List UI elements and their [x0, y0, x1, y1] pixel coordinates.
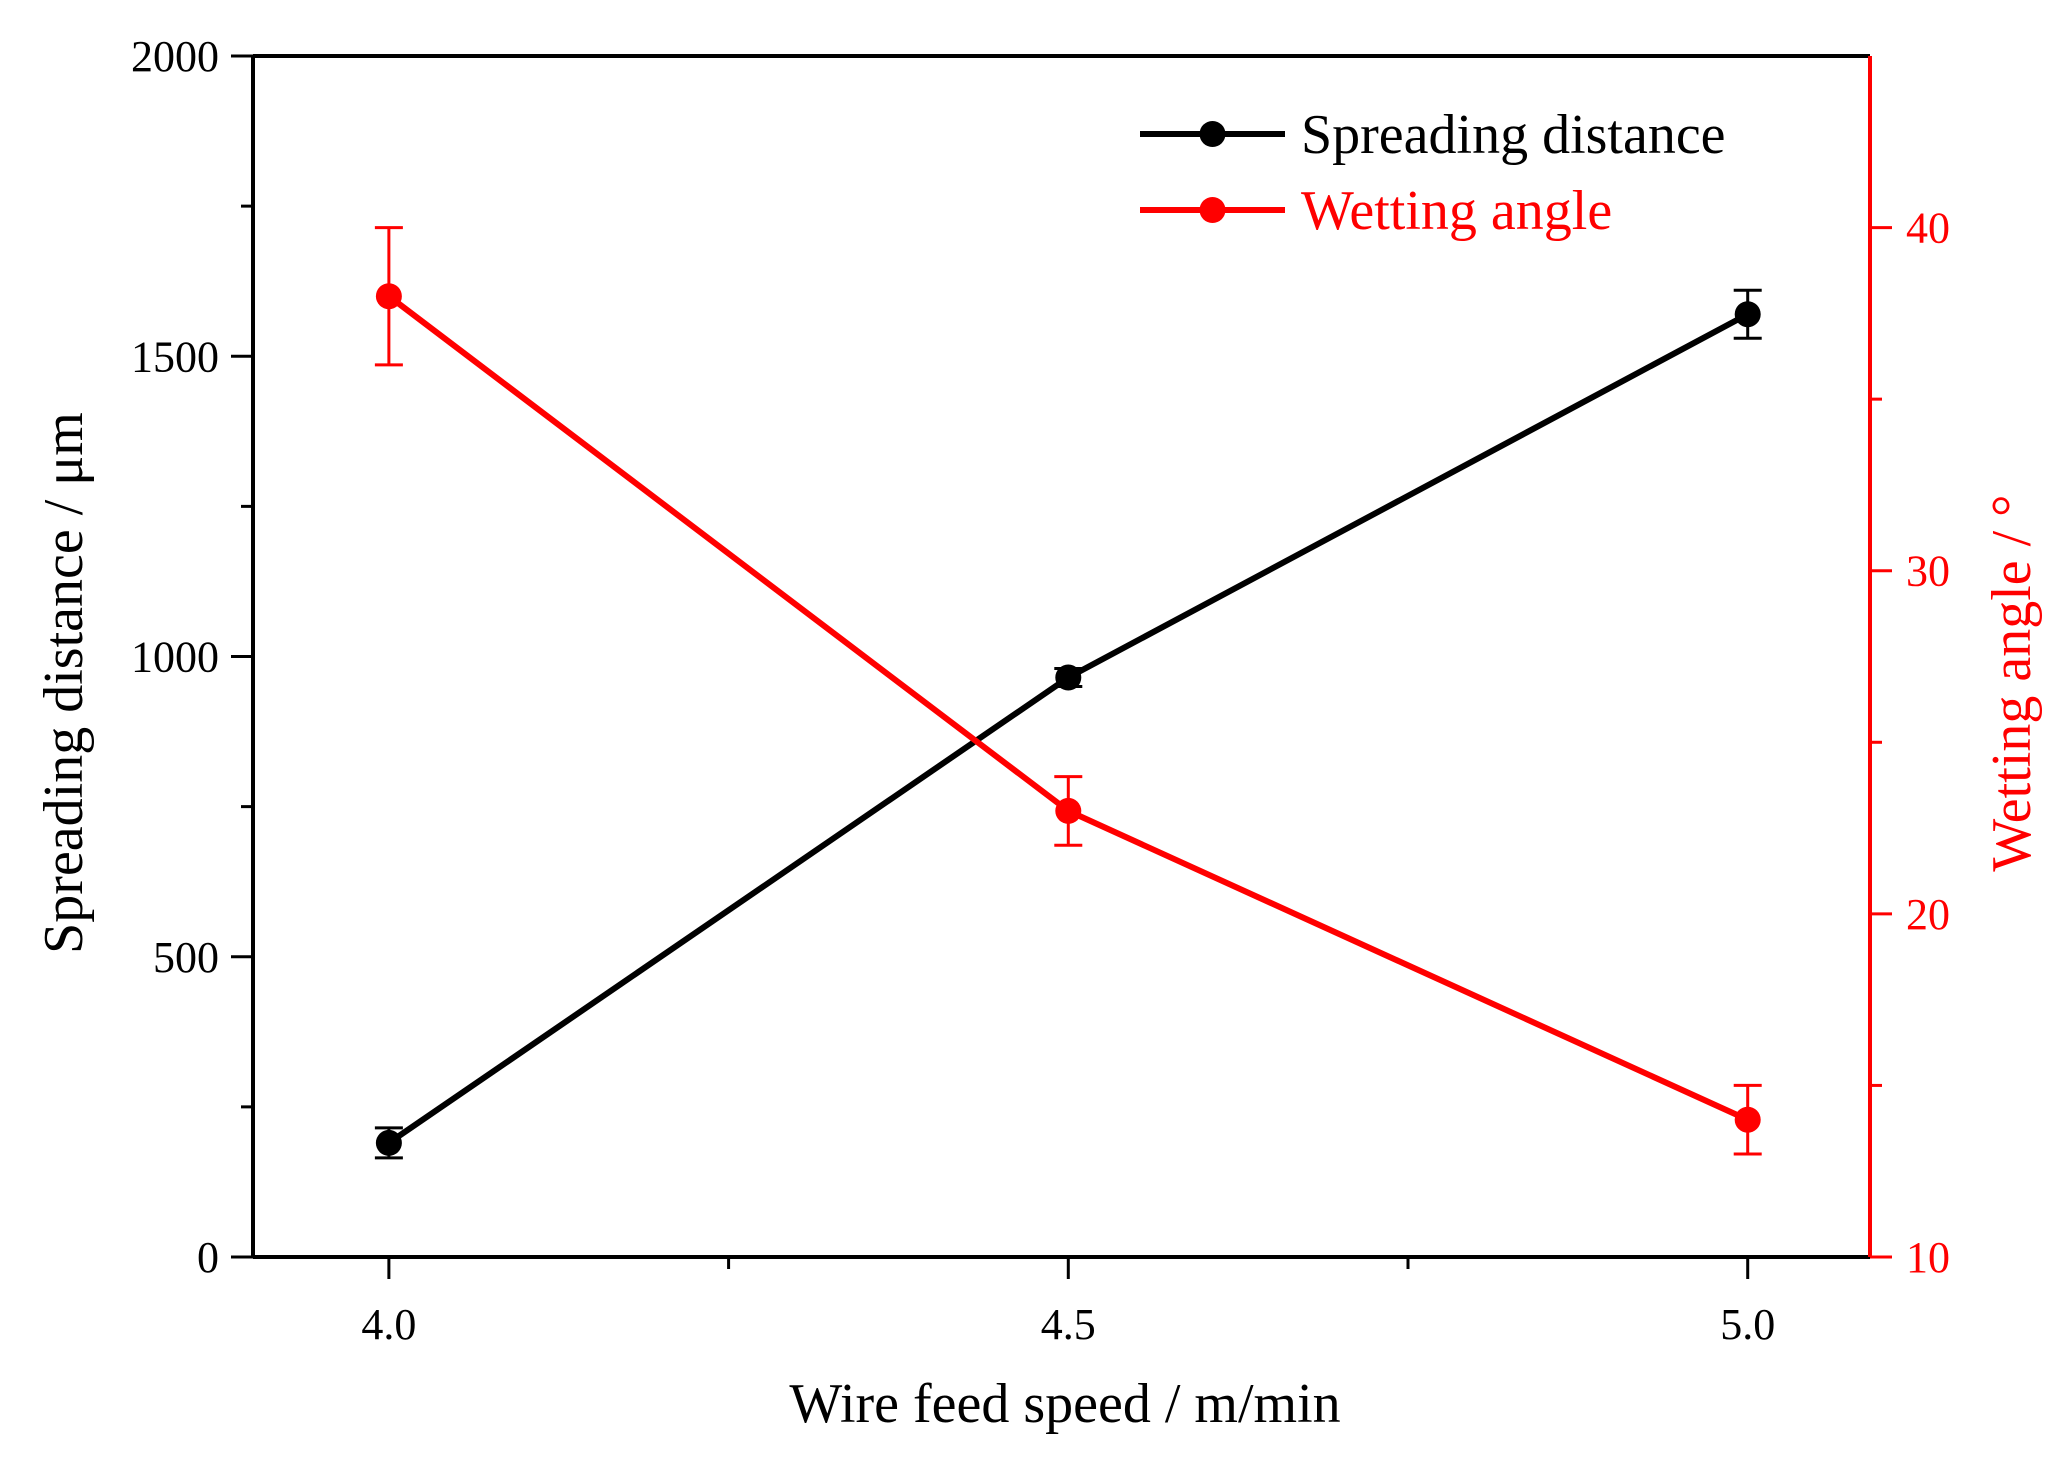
legend: Spreading distance Wetting angle — [1140, 104, 1726, 242]
y-left-tick-label: 0 — [197, 1233, 219, 1282]
y-right-tick-label: 20 — [1906, 890, 1950, 939]
legend-label: Spreading distance — [1301, 104, 1726, 166]
axes-group: 4.0 4.5 5.0 0 500 1000 1500 2000 10 20 30 40 — [131, 32, 1950, 1349]
y-right-tick-label: 30 — [1906, 547, 1950, 596]
legend-label: Wetting angle — [1301, 180, 1612, 242]
y-right-tick-label: 40 — [1906, 204, 1950, 253]
series-spreading-distance — [374, 288, 1762, 1160]
data-point-wetting-angle — [1055, 797, 1082, 824]
legend-swatch-marker — [1199, 197, 1226, 223]
data-point-wetting-angle — [375, 283, 402, 310]
y-axis-left-title: Spreading distance / μm — [33, 412, 95, 954]
y-left-tick-label: 1000 — [131, 633, 219, 682]
x-axis-title: Wire feed speed / m/min — [789, 1373, 1340, 1435]
x-tick-label: 4.0 — [361, 1300, 416, 1349]
y-axis-right-title: Wetting angle / ° — [1981, 494, 2043, 871]
data-point-spreading-distance — [375, 1129, 402, 1156]
series-wetting-angle — [374, 226, 1762, 1156]
legend-item-wetting-angle: Wetting angle — [1140, 180, 1612, 242]
x-tick-label: 5.0 — [1720, 1300, 1775, 1349]
data-point-spreading-distance — [1734, 301, 1761, 328]
y-left-tick-label: 2000 — [131, 32, 219, 81]
legend-swatch-marker — [1199, 121, 1226, 147]
y-right-tick-label: 10 — [1906, 1233, 1950, 1282]
y-left-tick-label: 1500 — [131, 332, 219, 381]
data-point-wetting-angle — [1734, 1106, 1761, 1133]
series-group — [374, 226, 1762, 1160]
x-tick-label: 4.5 — [1041, 1300, 1096, 1349]
data-point-spreading-distance — [1055, 664, 1082, 691]
y-left-tick-label: 500 — [153, 933, 219, 982]
legend-item-spreading-distance: Spreading distance — [1140, 104, 1726, 166]
